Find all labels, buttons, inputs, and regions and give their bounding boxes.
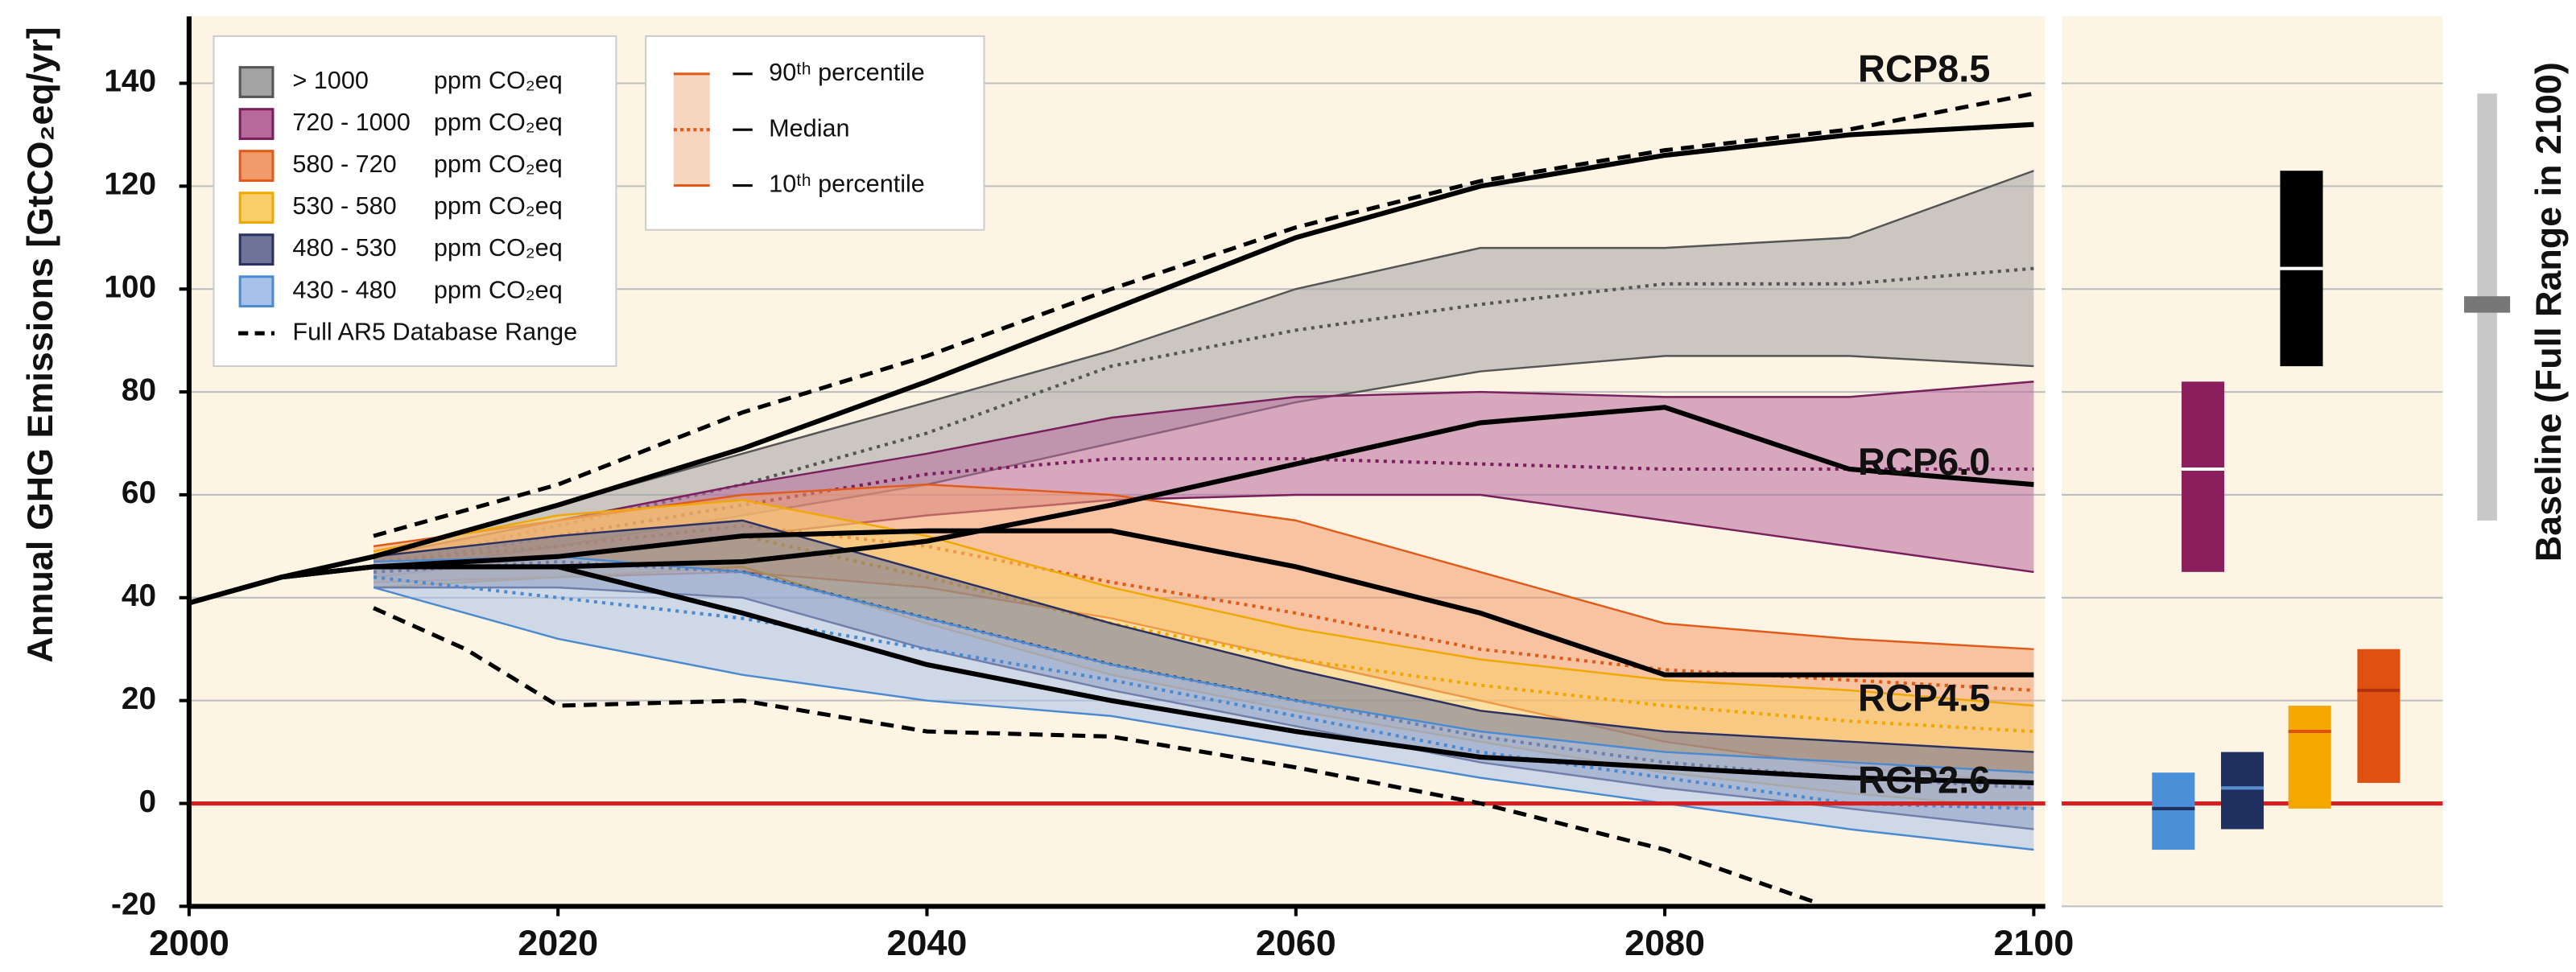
legend-swatch bbox=[673, 73, 710, 186]
x-tick-label: 2020 bbox=[518, 922, 598, 963]
band-area bbox=[374, 556, 2034, 850]
band-area bbox=[374, 171, 2034, 572]
rcp-label: RCP8.5 bbox=[1858, 48, 1990, 90]
x-tick-label: 2080 bbox=[1624, 922, 1705, 963]
y-tick-label: 60 bbox=[122, 476, 156, 510]
range-bar bbox=[2182, 381, 2225, 572]
rcp-line bbox=[188, 564, 2034, 785]
database-upper bbox=[373, 91, 2034, 538]
band-upper bbox=[373, 499, 2034, 707]
x-tick-label: 2000 bbox=[149, 922, 229, 963]
legend-swatch bbox=[238, 150, 275, 182]
legend-label: 530 - 580 bbox=[292, 192, 396, 220]
legend-swatch bbox=[238, 233, 275, 266]
legend-label: 90ᵗʰ percentile bbox=[769, 59, 925, 86]
y-tick-label: -20 bbox=[111, 888, 156, 922]
y-tick-label: 100 bbox=[104, 270, 156, 304]
rcp-label: RCP2.6 bbox=[1858, 759, 1990, 801]
range-bar bbox=[2357, 649, 2401, 783]
y-tick-label: 0 bbox=[139, 785, 157, 819]
range-bar bbox=[2221, 752, 2264, 830]
legend-unit: ppm CO₂eq bbox=[434, 150, 563, 178]
legend-label: 480 - 530 bbox=[292, 234, 396, 262]
band-upper bbox=[373, 381, 2034, 558]
legend-box bbox=[213, 35, 617, 368]
y-tick-label: 120 bbox=[104, 167, 156, 202]
legend-label: 10ᵗʰ percentile bbox=[769, 171, 925, 198]
legend-label: 720 - 1000 bbox=[292, 109, 410, 136]
legend-label: 430 - 480 bbox=[292, 276, 396, 303]
band-upper bbox=[373, 519, 2034, 753]
legend-swatch bbox=[238, 66, 275, 98]
legend-unit: ppm CO₂eq bbox=[434, 276, 563, 303]
band-median bbox=[373, 575, 2034, 811]
legend-unit: ppm CO₂eq bbox=[434, 67, 563, 94]
legend-swatch bbox=[238, 192, 275, 224]
legend-label: Median bbox=[769, 114, 849, 142]
legend-label: Full AR5 Database Range bbox=[292, 318, 577, 345]
legend-unit: ppm CO₂eq bbox=[434, 234, 563, 262]
legend-unit: ppm CO₂eq bbox=[434, 192, 563, 220]
baseline-label: Baseline (Full Range in 2100) bbox=[2528, 62, 2569, 562]
range-bar bbox=[2288, 706, 2331, 809]
y-tick-label: 80 bbox=[122, 373, 156, 407]
y-axis-label: Annual GHG Emissions [GtCO₂eq/yr] bbox=[19, 27, 60, 662]
baseline-median bbox=[2464, 296, 2511, 313]
rcp-label: RCP6.0 bbox=[1858, 441, 1990, 483]
legend-label: > 1000 bbox=[292, 67, 368, 94]
legend-unit: ppm CO₂eq bbox=[434, 109, 563, 136]
rcp-line bbox=[188, 122, 2034, 606]
x-tick-label: 2100 bbox=[1993, 922, 2074, 963]
y-tick-label: 20 bbox=[122, 682, 156, 716]
rcp-label: RCP4.5 bbox=[1858, 678, 1990, 719]
range-bar bbox=[2152, 772, 2195, 850]
legend-label: 580 - 720 bbox=[292, 150, 396, 178]
x-tick-label: 2040 bbox=[887, 922, 968, 963]
y-tick-label: 40 bbox=[122, 579, 156, 613]
legend-swatch bbox=[238, 108, 275, 140]
database-lower bbox=[372, 606, 1814, 904]
y-tick-label: 140 bbox=[104, 64, 156, 99]
legend-swatch bbox=[238, 275, 275, 308]
x-tick-label: 2060 bbox=[1256, 922, 1336, 963]
band-lower bbox=[373, 586, 2034, 851]
